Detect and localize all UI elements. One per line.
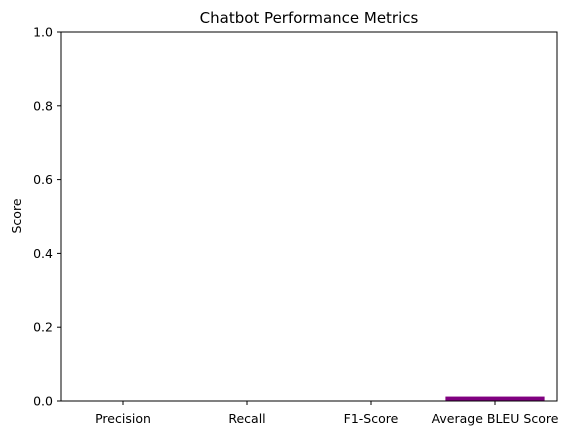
y-tick-label: 0.2 xyxy=(33,320,53,335)
y-tick-label: 1.0 xyxy=(33,25,53,40)
bars-group xyxy=(445,396,545,401)
y-axis-label: Score xyxy=(9,198,24,233)
y-tick-label: 0.6 xyxy=(33,172,53,187)
y-tick-label: 0.0 xyxy=(33,394,53,409)
bar-average-bleu-score xyxy=(445,396,545,401)
x-tick-label: Precision xyxy=(95,411,151,426)
y-tick-label: 0.8 xyxy=(33,98,53,113)
plot-frame xyxy=(60,31,558,402)
y-axis-ticks: 0.0 0.2 0.4 0.6 0.8 1.0 xyxy=(33,25,61,409)
x-axis-ticks: Precision Recall F1-Score Average BLEU Scor… xyxy=(95,401,559,426)
y-tick-label: 0.4 xyxy=(33,246,53,261)
x-tick-label: F1-Score xyxy=(344,411,399,426)
x-tick-label: Average BLEU Score xyxy=(432,411,559,426)
chart-title: Chatbot Performance Metrics xyxy=(200,9,419,27)
x-tick-label: Recall xyxy=(228,411,265,426)
